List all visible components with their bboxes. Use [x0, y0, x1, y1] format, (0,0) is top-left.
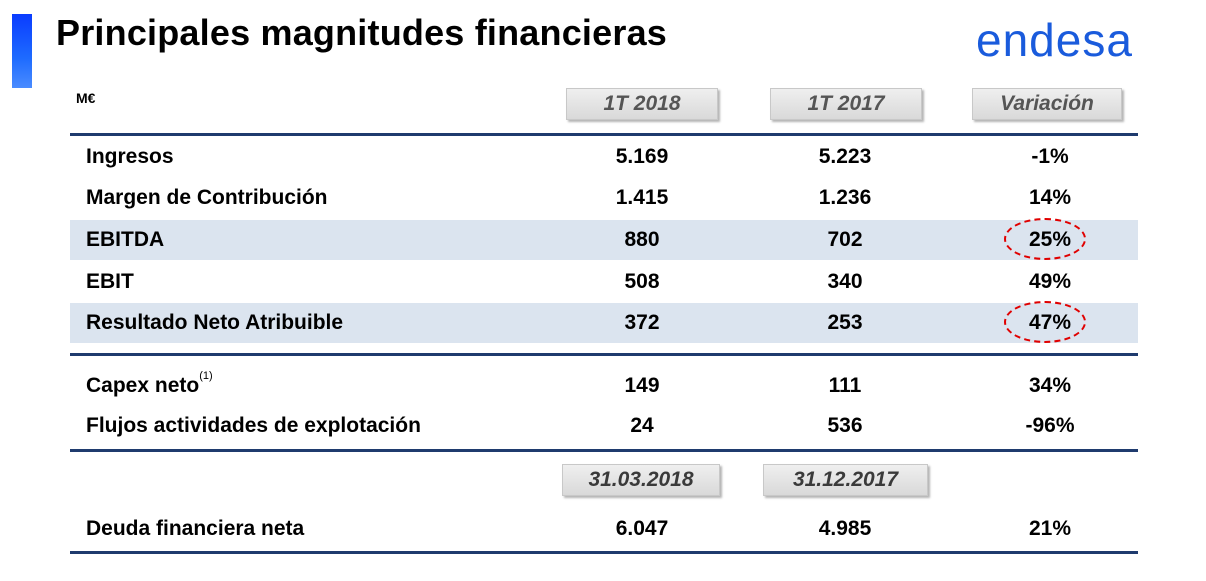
table-row: Ingresos 5.169 5.223 -1% — [0, 137, 1206, 177]
table-row: Capex neto(1) 149 111 34% — [0, 366, 1206, 406]
value-1t2017: 340 — [827, 270, 863, 293]
section-rule — [70, 449, 1138, 452]
row-label: EBITDA — [86, 228, 165, 251]
logo-text: endesa — [976, 16, 1133, 66]
row-highlight-resultado — [70, 303, 1138, 343]
row-label: Capex neto(1) — [86, 370, 213, 397]
row-label: Deuda financiera neta — [86, 517, 305, 540]
row-label: Ingresos — [86, 145, 174, 168]
row-label: Flujos actividades de explotación — [86, 414, 421, 437]
value-1t2017: 702 — [827, 228, 863, 251]
footnote-marker: (1) — [199, 370, 213, 382]
table-row: EBIT 508 340 49% — [0, 262, 1206, 302]
value-1t2017: 536 — [827, 414, 863, 437]
value-variacion: 14% — [1028, 186, 1072, 209]
value-1t2018: 24 — [630, 414, 654, 437]
table-row: Deuda financiera neta 6.047 4.985 21% — [0, 509, 1206, 549]
endesa-logo: endesa — [976, 16, 1133, 66]
page-title: Principales magnitudes financieras — [56, 12, 668, 53]
value-1t2018: 5.169 — [615, 145, 669, 168]
title-accent-bar — [12, 14, 32, 88]
date-header-2017: 31.12.2017 — [763, 464, 928, 496]
value-1t2018: 880 — [624, 228, 660, 251]
value-variacion: 34% — [1028, 374, 1072, 397]
value-variacion: 49% — [1028, 270, 1072, 293]
value-1t2017: 1.236 — [818, 186, 872, 209]
value-1t2018: 508 — [624, 270, 660, 293]
value-variacion: -1% — [1031, 145, 1069, 168]
bottom-rule — [70, 551, 1138, 554]
value-1t2017: 111 — [828, 374, 862, 397]
col-header-variacion: Variación — [972, 88, 1122, 120]
value-variacion: -96% — [1025, 414, 1075, 437]
value-31-12-2017: 4.985 — [818, 517, 872, 540]
col-header-1t2017: 1T 2017 — [770, 88, 922, 120]
section-rule — [70, 353, 1138, 356]
col-header-1t2018: 1T 2018 — [566, 88, 718, 120]
value-1t2018: 1.415 — [615, 186, 669, 209]
row-label: Resultado Neto Atribuible — [86, 311, 344, 334]
table-row: Margen de Contribución 1.415 1.236 14% — [0, 178, 1206, 218]
row-label: Margen de Contribución — [86, 186, 328, 209]
value-1t2018: 149 — [624, 374, 660, 397]
header-rule — [70, 133, 1138, 136]
value-31-03-2018: 6.047 — [615, 517, 669, 540]
row-label: EBIT — [86, 270, 134, 293]
unit-label: M€ — [76, 90, 96, 106]
highlight-circle-ebitda — [1004, 218, 1086, 260]
highlight-circle-resultado — [1004, 301, 1086, 343]
value-1t2017: 253 — [827, 311, 863, 334]
table-row: Flujos actividades de explotación 24 536… — [0, 406, 1206, 446]
value-1t2017: 5.223 — [818, 145, 872, 168]
row-highlight-ebitda — [70, 220, 1138, 260]
value-variacion: 21% — [1028, 517, 1072, 540]
value-1t2018: 372 — [624, 311, 660, 334]
date-header-2018: 31.03.2018 — [562, 464, 720, 496]
